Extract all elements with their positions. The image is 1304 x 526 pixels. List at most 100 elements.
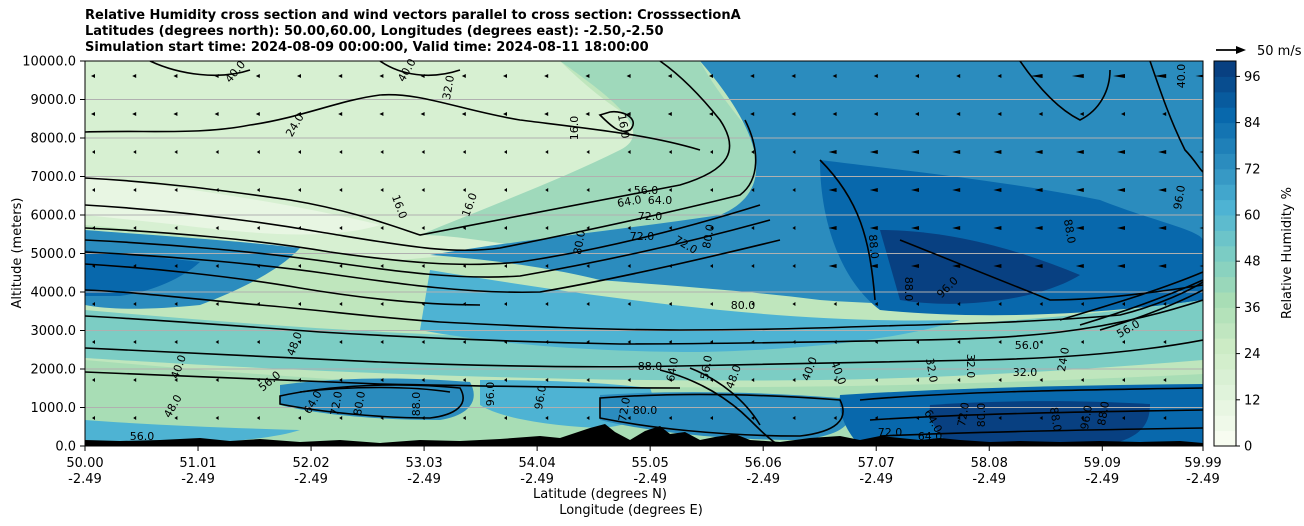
wind-arrow <box>1080 302 1084 306</box>
wind-arrow <box>461 74 466 78</box>
wind-arrow <box>828 226 837 230</box>
wind-arrow <box>174 378 178 382</box>
colorbar-level <box>1214 230 1236 247</box>
wind-arrow <box>828 188 837 192</box>
wind-arrow <box>993 188 1002 192</box>
wind-arrow <box>1163 302 1167 306</box>
wind-arrow <box>792 150 796 154</box>
y-tick-label: 0.0 <box>55 440 76 455</box>
wind-arrow <box>911 264 919 268</box>
wind-arrow <box>952 264 961 268</box>
wind-arrow <box>916 416 919 420</box>
wind-arrow <box>339 226 343 230</box>
contour-line <box>879 427 1203 437</box>
wind-arrow <box>627 226 631 230</box>
wind-arrow <box>668 188 672 192</box>
wind-arrow <box>833 340 837 344</box>
contour-label: 96.0 <box>1171 184 1188 210</box>
wind-arrow <box>833 378 837 382</box>
wind-arrow <box>911 150 919 154</box>
contour-line <box>1079 279 1203 326</box>
wind-arrow <box>339 340 343 344</box>
wind-arrow <box>420 74 425 78</box>
contour-label: 96.0 <box>484 382 497 407</box>
wind-arrow <box>710 378 713 382</box>
mid-level-moist <box>420 270 960 352</box>
quiver-key: 50 m/s <box>1216 44 1302 59</box>
wind-arrow <box>957 378 961 382</box>
wind-arrow <box>586 188 590 192</box>
colorbar-frame <box>1213 60 1237 447</box>
contour-line <box>85 281 1203 331</box>
wind-arrow <box>92 302 95 306</box>
colorbar-tick-label: 72 <box>1244 162 1261 177</box>
wind-arrow <box>998 302 1002 306</box>
contour-line <box>869 409 1203 421</box>
wind-arrow <box>215 416 219 420</box>
wind-arrow <box>1158 226 1167 230</box>
wind-arrow <box>1080 378 1084 382</box>
wind-arrow <box>174 416 178 420</box>
chart-title-line-1: Relative Humidity cross section and wind… <box>85 8 741 23</box>
wind-arrow <box>298 150 301 154</box>
x-axis-label-longitude: Longitude (degrees E) <box>559 503 703 518</box>
wind-arrow <box>174 150 178 154</box>
wind-arrow <box>1080 416 1084 420</box>
wind-arrow <box>627 188 631 192</box>
wind-arrow <box>586 340 590 344</box>
wind-arrow <box>545 264 549 268</box>
colorbar-level <box>1214 107 1236 124</box>
wind-arrow <box>916 378 919 382</box>
y-tick-label: 9000.0 <box>31 93 77 108</box>
y-axis: 0.0 1000.0 2000.0 3000.0 4000.0 5000.0 6000.0 7… <box>22 55 85 455</box>
wind-arrow <box>1158 188 1167 192</box>
colorbar <box>1214 61 1236 447</box>
wind-arrow <box>504 188 507 192</box>
contour-label: 96.0 <box>1078 404 1095 430</box>
contour-label: 88.0 <box>1095 400 1112 426</box>
wind-arrow <box>952 226 961 230</box>
wind-arrow <box>298 378 301 382</box>
wind-arrow <box>1158 264 1167 268</box>
wind-arrow <box>956 112 961 116</box>
contour-label: 16.0 <box>615 113 632 139</box>
colorbar-tick-label: 12 <box>1244 393 1261 408</box>
wind-arrow <box>791 74 796 78</box>
wind-arrow <box>174 340 178 344</box>
wind-arrow <box>751 416 755 420</box>
wind-arrow <box>1162 112 1167 116</box>
wind-arrow <box>1204 416 1207 420</box>
wind-arrow <box>998 416 1002 420</box>
contour-label: 64.0 <box>664 356 681 382</box>
wind-arrow <box>504 416 507 420</box>
wind-arrow <box>255 74 260 78</box>
x-tick-label-lat: 54.04 <box>519 456 556 471</box>
wind-arrow <box>503 112 507 116</box>
wind-vectors <box>91 74 1207 420</box>
contour-line <box>379 61 461 76</box>
colorbar-level <box>1214 399 1236 416</box>
wind-arrow <box>1199 151 1203 153</box>
contour-label: 80.0 <box>975 403 988 428</box>
wind-arrow <box>174 264 178 268</box>
contour-line <box>85 93 701 151</box>
contour-label: 56.0 <box>130 430 155 443</box>
wind-arrow <box>833 302 837 306</box>
wind-arrow <box>627 378 631 382</box>
wind-arrow <box>956 74 961 78</box>
wind-arrow <box>709 112 713 116</box>
wind-arrow <box>957 302 961 306</box>
moist-band-mid <box>420 61 790 250</box>
wind-arrow <box>668 416 672 420</box>
wind-arrow <box>545 150 549 154</box>
wind-arrow <box>873 112 878 116</box>
wind-arrow <box>380 302 384 306</box>
wind-arrow <box>1038 112 1043 116</box>
wind-arrow <box>750 74 755 78</box>
wind-arrow <box>91 74 95 78</box>
wind-arrow <box>338 112 343 116</box>
wind-arrow <box>215 378 219 382</box>
wind-arrow <box>667 74 672 78</box>
wind-arrow <box>461 112 466 116</box>
wind-arrow <box>915 112 919 116</box>
